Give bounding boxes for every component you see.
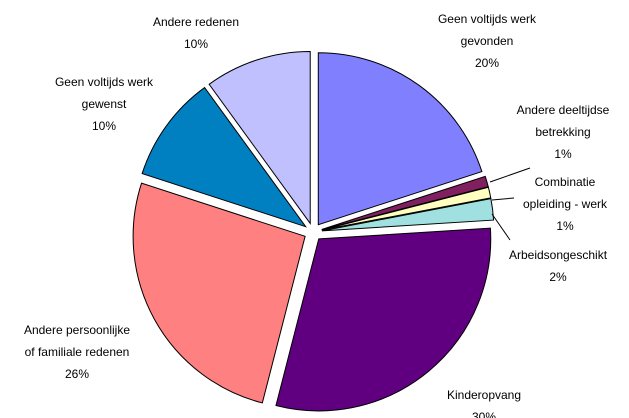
pie-slice <box>321 186 492 231</box>
pie-slice <box>321 175 489 230</box>
value-label: 20% <box>474 56 500 70</box>
slice-label: Arbeidsongeschikt 2% <box>493 244 623 288</box>
category-label: Andere persoonlijke of familiale redenen <box>23 323 131 359</box>
pie-slice <box>275 227 492 412</box>
slice-label: Andere deeltijdse betrekking 1% <box>508 99 618 165</box>
category-label: Andere deeltijdse betrekking <box>516 103 610 139</box>
slice-label: Geen voltijds werk gewenst 10% <box>47 71 162 137</box>
value-label: 1% <box>556 219 574 233</box>
pie-slice <box>321 198 495 232</box>
value-label: 2% <box>549 270 567 284</box>
value-label: 10% <box>91 119 117 133</box>
leader-line <box>491 213 511 241</box>
pie-slice <box>141 86 308 228</box>
category-label: Geen voltijds werk gevonden <box>437 12 537 48</box>
value-label: 26% <box>64 367 90 381</box>
category-label: Combinatie opleiding - werk <box>522 175 608 211</box>
leader-lines <box>489 167 531 241</box>
pie-slice <box>208 50 311 225</box>
category-label: Geen voltijds werk gewenst <box>54 75 154 111</box>
slice-label: Andere redenen 10% <box>131 11 261 55</box>
slice-label: Combinatie opleiding - werk 1% <box>518 171 613 237</box>
pie-slice <box>132 182 306 404</box>
value-label: 30% <box>471 410 497 418</box>
value-label: 1% <box>554 147 572 161</box>
slice-label: Andere persoonlijke of familiale redenen… <box>18 319 136 385</box>
leader-line <box>489 167 531 183</box>
value-label: 10% <box>183 37 209 51</box>
leader-line <box>491 197 515 201</box>
category-label: Arbeidsongeschikt <box>508 248 608 262</box>
category-label: Andere redenen <box>152 15 240 29</box>
slice-label: Kinderopvang 30% <box>419 384 549 418</box>
pie-slice <box>317 52 483 226</box>
slice-label: Geen voltijds werk gevonden 20% <box>422 8 552 74</box>
category-label: Kinderopvang <box>446 388 522 402</box>
